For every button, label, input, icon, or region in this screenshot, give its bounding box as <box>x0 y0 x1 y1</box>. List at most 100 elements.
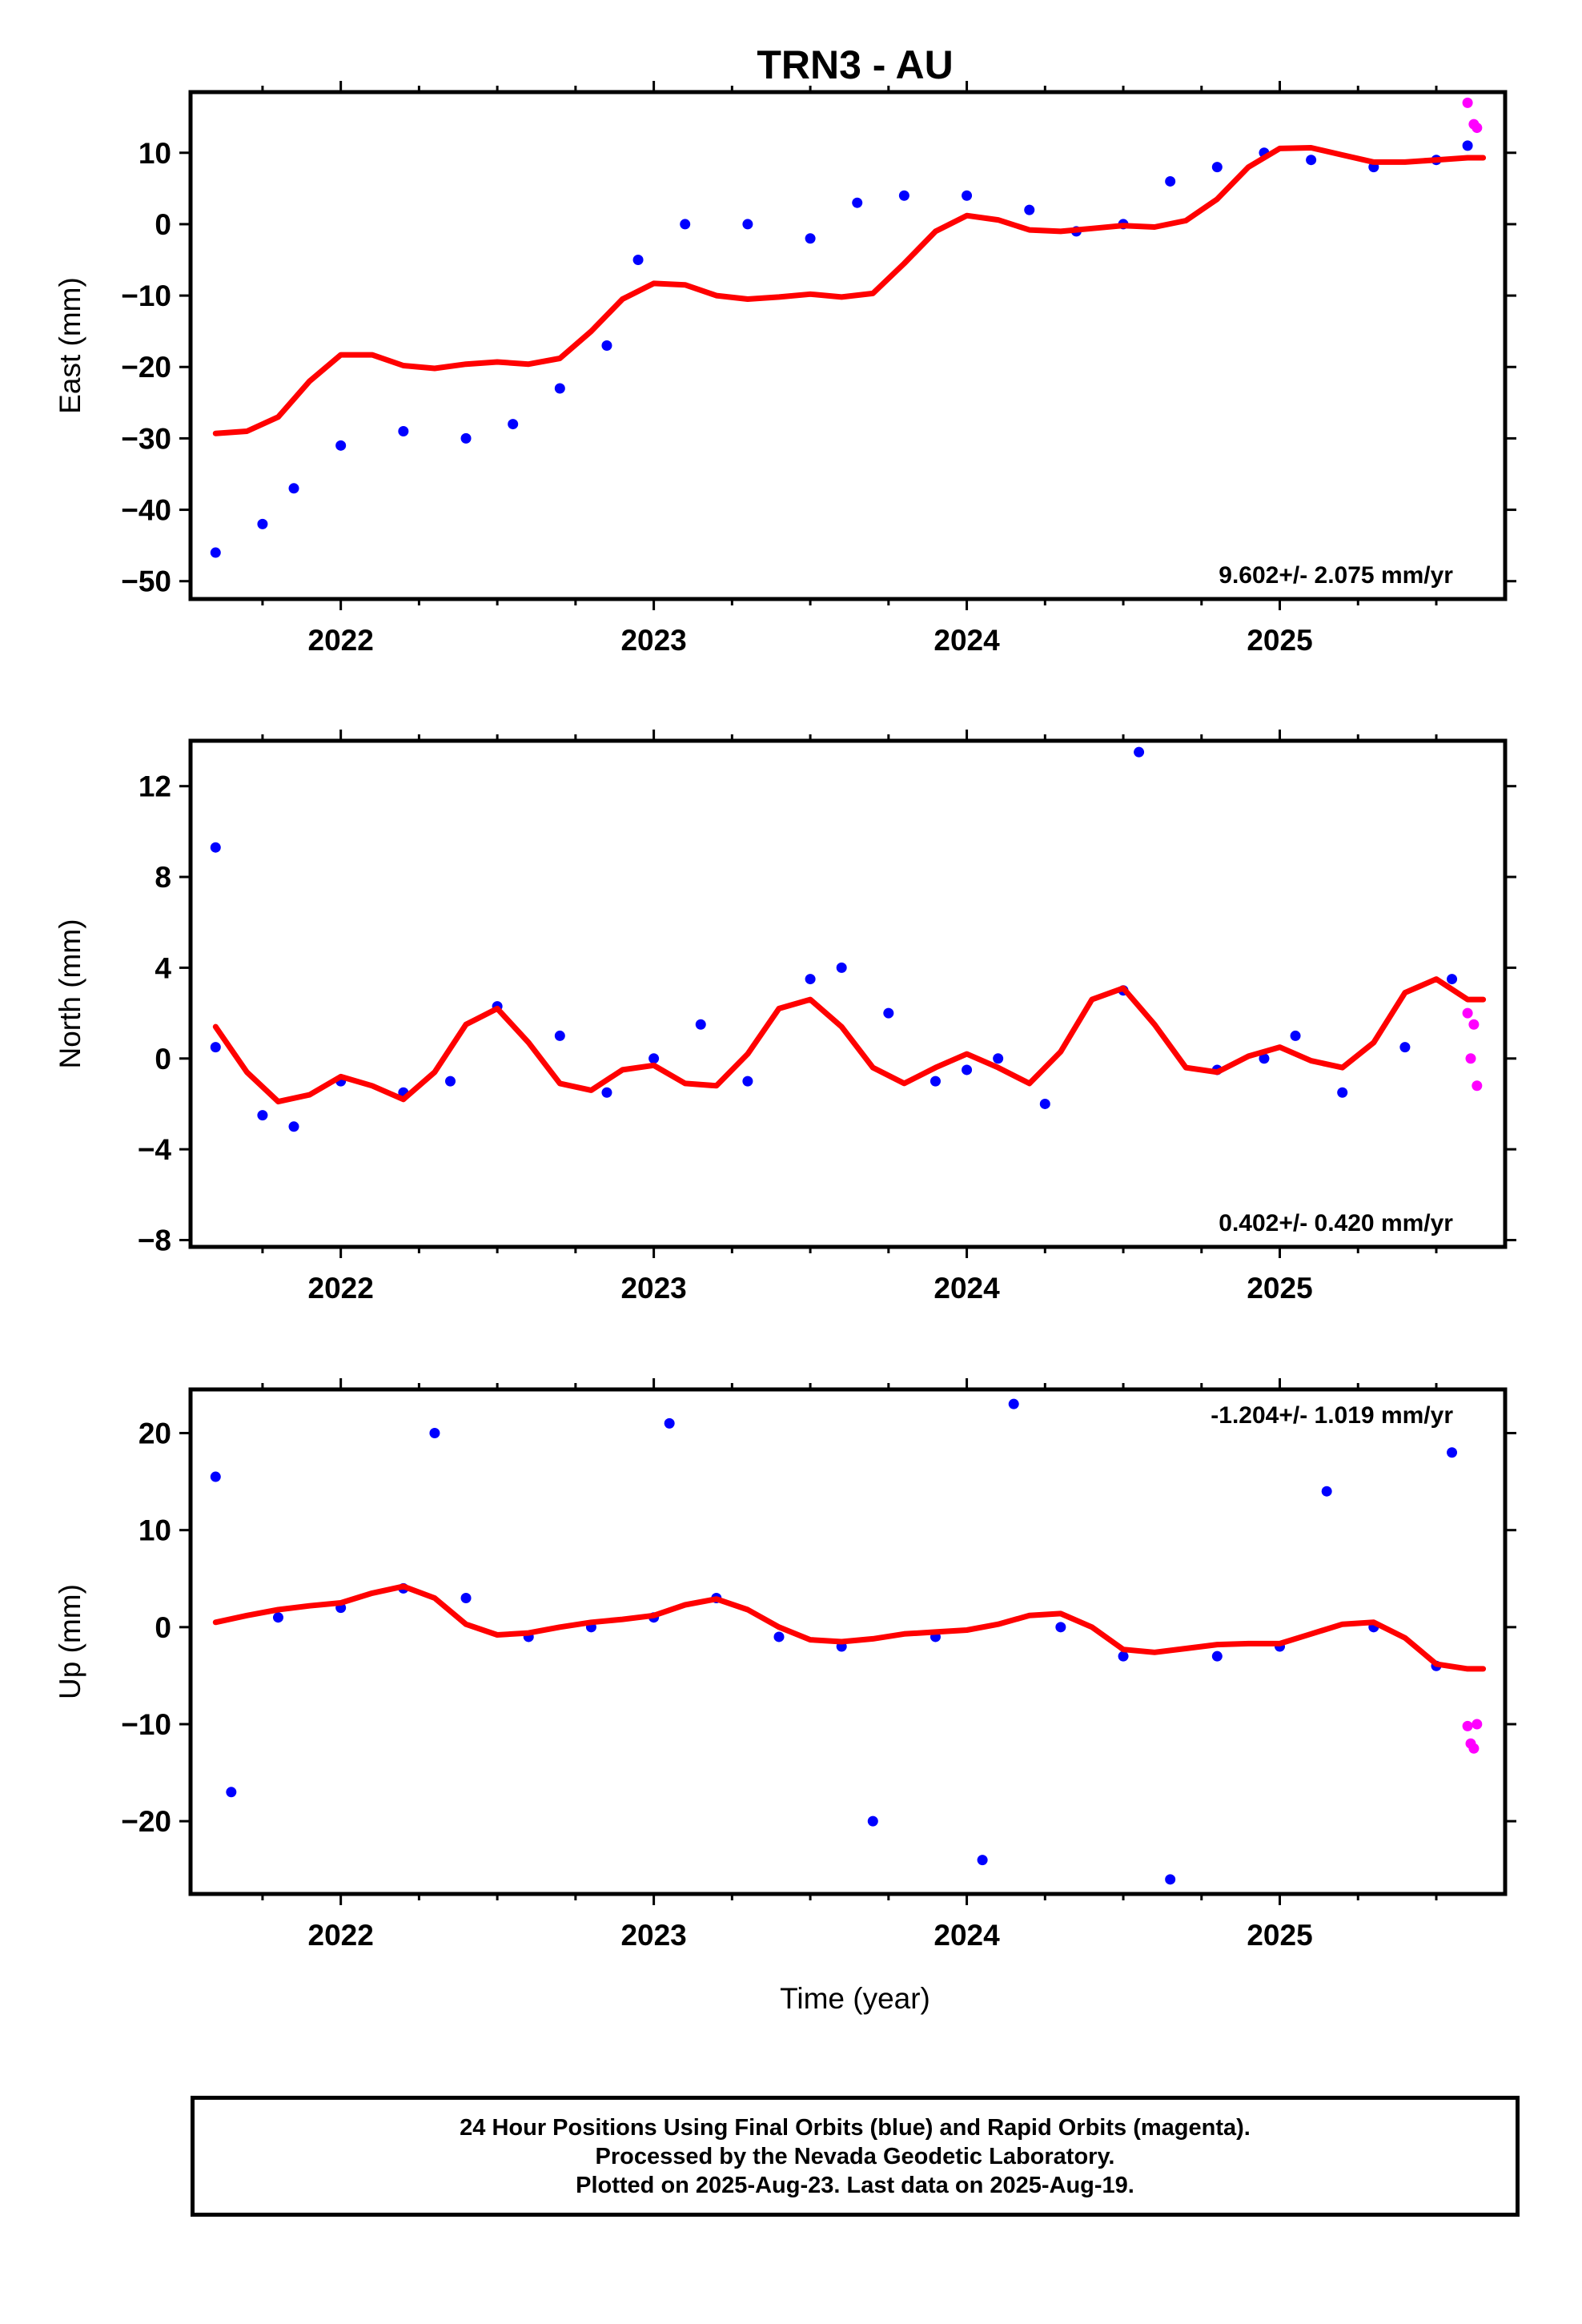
up-final-point <box>226 1787 237 1798</box>
north-final-point <box>210 842 221 853</box>
east-y-tick-label: −30 <box>121 422 171 455</box>
east-final-point <box>1462 140 1473 151</box>
east-final-point <box>554 383 565 394</box>
caption-line-3: Plotted on 2025-Aug-23. Last data on 202… <box>576 2172 1134 2198</box>
up-rapid-point <box>1472 1719 1483 1730</box>
north-final-point <box>930 1076 941 1087</box>
north-final-point <box>962 1064 973 1076</box>
north-y-tick-label: 4 <box>155 951 171 984</box>
up-final-point <box>1321 1486 1332 1497</box>
east-rate-annotation: 9.602+/- 2.075 mm/yr <box>1219 562 1453 589</box>
up-final-point <box>1008 1398 1019 1409</box>
north-final-point <box>742 1076 753 1087</box>
up-y-axis-label: Up (mm) <box>54 1584 86 1699</box>
up-trend-line <box>212 1583 1487 1672</box>
up-final-point <box>460 1592 472 1603</box>
east-x-tick-label: 2023 <box>620 624 686 657</box>
north-final-point <box>210 1042 221 1053</box>
east-x-tick-label: 2022 <box>308 624 374 657</box>
north-y-tick-label: 12 <box>139 770 171 803</box>
east-final-point <box>398 425 409 436</box>
up-final-point <box>1447 1447 1458 1458</box>
east-y-tick-label: −20 <box>121 351 171 384</box>
north-rapid-point <box>1472 1080 1483 1092</box>
caption-line-2: Processed by the Nevada Geodetic Laborat… <box>595 2143 1115 2169</box>
up-final-point <box>1055 1622 1066 1633</box>
up-panel: 2022 2023 2024 2025 20 10 0 −10 −20 Up (mm) -1.204… <box>54 1378 1516 1952</box>
east-trend-line <box>212 145 1487 436</box>
east-final-point <box>1306 155 1317 166</box>
east-final-point <box>335 440 347 451</box>
up-final-point <box>429 1428 440 1439</box>
up-y-tick-label: 20 <box>139 1417 171 1450</box>
up-plot-frame <box>188 1387 1508 1896</box>
up-x-tick-label: 2024 <box>934 1919 1000 1952</box>
up-final-point <box>1211 1651 1223 1662</box>
east-final-point <box>1024 204 1035 215</box>
north-y-axis-label: North (mm) <box>54 919 86 1068</box>
north-final-point <box>601 1087 612 1098</box>
east-final-point <box>210 547 221 558</box>
east-x-tick-label: 2025 <box>1247 624 1312 657</box>
east-rapid-point <box>1462 97 1473 108</box>
up-x-tick-label: 2025 <box>1247 1919 1312 1952</box>
north-x-tick-label: 2025 <box>1247 1272 1312 1305</box>
up-y-tick-label: 0 <box>155 1611 171 1644</box>
north-final-point <box>554 1030 565 1041</box>
north-final-point <box>805 974 816 985</box>
north-final-point <box>1259 1053 1270 1064</box>
north-rapid-point <box>1462 1007 1473 1019</box>
up-final-point <box>272 1612 283 1623</box>
north-data-layer <box>210 746 1487 1132</box>
north-final-point <box>648 1053 660 1064</box>
up-final-point <box>664 1417 675 1429</box>
east-final-point <box>601 340 612 351</box>
up-final-point <box>1165 1874 1176 1885</box>
east-y-tick-label: −40 <box>121 494 171 527</box>
east-final-point <box>852 197 863 208</box>
north-final-point <box>883 1007 894 1019</box>
east-y-tick-label: 0 <box>155 208 171 241</box>
up-final-point <box>867 1815 878 1827</box>
north-rapid-point <box>1468 1019 1480 1030</box>
east-final-point <box>508 419 519 430</box>
north-final-point <box>1290 1030 1301 1041</box>
up-x-tick-label: 2022 <box>308 1919 374 1952</box>
north-trend-line <box>212 976 1487 1105</box>
north-final-point <box>1039 1098 1050 1109</box>
north-x-tick-label: 2022 <box>308 1272 374 1305</box>
east-data-layer <box>210 97 1487 558</box>
up-y-tick-label: 10 <box>139 1514 171 1547</box>
north-final-point <box>993 1053 1004 1064</box>
east-final-point <box>1165 175 1176 187</box>
x-axis-label: Time (year) <box>780 1982 930 2015</box>
north-final-point <box>288 1121 299 1132</box>
east-final-point <box>632 255 644 266</box>
up-y-tick-label: −10 <box>121 1708 171 1741</box>
figure-title: TRN3 - AU <box>757 42 953 87</box>
caption-box: 24 Hour Positions Using Final Orbits (bl… <box>191 2096 1520 2217</box>
up-rapid-point <box>1462 1720 1473 1731</box>
up-data-layer <box>210 1398 1487 1885</box>
north-y-tick-label: −4 <box>138 1133 172 1166</box>
up-final-point <box>210 1471 221 1482</box>
north-final-point <box>1134 746 1145 758</box>
north-y-tick-label: 0 <box>155 1043 171 1076</box>
east-final-point <box>805 233 816 244</box>
north-panel: 2022 2023 2024 2025 12 8 4 0 −4 −8 North (mm) 0.402… <box>54 730 1516 1305</box>
north-final-point <box>695 1019 706 1030</box>
north-final-point <box>836 962 847 973</box>
north-final-point <box>257 1110 268 1121</box>
caption-line-1: 24 Hour Positions Using Final Orbits (bl… <box>460 2114 1251 2141</box>
east-final-point <box>680 219 691 230</box>
north-x-tick-label: 2024 <box>934 1272 1000 1305</box>
east-rapid-point <box>1472 123 1483 134</box>
north-y-tick-label: −8 <box>138 1224 171 1256</box>
up-final-point <box>773 1631 785 1642</box>
north-plot-frame <box>188 738 1508 1249</box>
east-y-tick-label: 10 <box>139 137 171 170</box>
east-final-point <box>898 190 909 201</box>
north-final-point <box>444 1076 456 1087</box>
north-rapid-point <box>1465 1053 1476 1064</box>
